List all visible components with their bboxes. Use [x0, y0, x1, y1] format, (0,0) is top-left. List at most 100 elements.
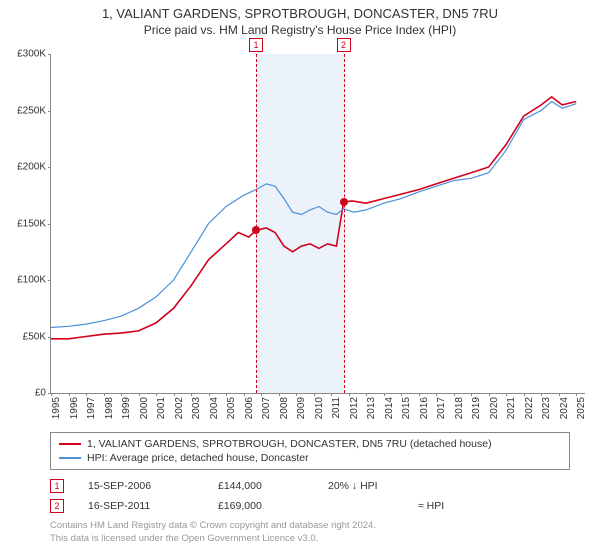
x-tick-label: 2005 [226, 397, 237, 419]
title-block: 1, VALIANT GARDENS, SPROTBROUGH, DONCAST… [0, 0, 600, 37]
marker-badge: 1 [50, 479, 64, 493]
title-main: 1, VALIANT GARDENS, SPROTBROUGH, DONCAST… [0, 6, 600, 21]
marker-badge: 2 [50, 499, 64, 513]
legend-swatch [59, 457, 81, 459]
marker-vline [256, 54, 257, 393]
x-tick-label: 1996 [69, 397, 80, 419]
chart-area: £0£50K£100K£150K£200K£250K£300K199519961… [50, 54, 585, 394]
x-tick-label: 2010 [314, 397, 325, 419]
x-tick-mark [261, 393, 262, 396]
marker-dot [252, 226, 260, 234]
legend-row: 1, VALIANT GARDENS, SPROTBROUGH, DONCAST… [59, 437, 561, 451]
series-hpi [51, 102, 576, 328]
marker-date: 16-SEP-2011 [88, 500, 218, 512]
legend-label: HPI: Average price, detached house, Donc… [87, 452, 309, 464]
footer-line: Contains HM Land Registry data © Crown c… [50, 520, 376, 533]
x-tick-label: 2015 [401, 397, 412, 419]
x-tick-label: 2025 [576, 397, 587, 419]
marker-price: £169,000 [218, 500, 328, 512]
footer-line: This data is licensed under the Open Gov… [50, 533, 376, 546]
x-tick-label: 2011 [331, 397, 342, 419]
x-tick-mark [86, 393, 87, 396]
x-tick-mark [296, 393, 297, 396]
y-tick-label: £300K [17, 49, 46, 60]
x-tick-mark [524, 393, 525, 396]
x-tick-mark [279, 393, 280, 396]
legend: 1, VALIANT GARDENS, SPROTBROUGH, DONCAST… [50, 432, 570, 470]
y-tick-label: £100K [17, 275, 46, 286]
x-tick-label: 2008 [279, 397, 290, 419]
x-tick-mark [191, 393, 192, 396]
marker-pct: 20% ↓ HPI [328, 480, 418, 492]
x-tick-label: 1995 [51, 397, 62, 419]
x-tick-label: 2013 [366, 397, 377, 419]
x-tick-mark [471, 393, 472, 396]
x-tick-label: 2021 [506, 397, 517, 419]
x-tick-label: 2018 [454, 397, 465, 419]
x-tick-mark [226, 393, 227, 396]
x-tick-mark [244, 393, 245, 396]
x-tick-mark [576, 393, 577, 396]
x-tick-label: 2024 [559, 397, 570, 419]
x-tick-mark [436, 393, 437, 396]
x-tick-label: 2000 [139, 397, 150, 419]
x-tick-mark [51, 393, 52, 396]
marker-row: 2 16-SEP-2011 £169,000 ≈ HPI [50, 496, 478, 516]
x-tick-label: 2020 [489, 397, 500, 419]
x-tick-label: 2023 [541, 397, 552, 419]
marker-date: 15-SEP-2006 [88, 480, 218, 492]
x-tick-label: 2022 [524, 397, 535, 419]
x-tick-label: 2009 [296, 397, 307, 419]
y-tick-label: £200K [17, 162, 46, 173]
x-tick-mark [419, 393, 420, 396]
x-tick-label: 2003 [191, 397, 202, 419]
x-tick-mark [209, 393, 210, 396]
marker-row: 1 15-SEP-2006 £144,000 20% ↓ HPI [50, 476, 478, 496]
title-sub: Price paid vs. HM Land Registry's House … [0, 23, 600, 37]
footer: Contains HM Land Registry data © Crown c… [50, 520, 376, 546]
x-tick-mark [156, 393, 157, 396]
x-tick-mark [384, 393, 385, 396]
marker-badge: 1 [249, 38, 263, 52]
y-tick-label: £150K [17, 218, 46, 229]
marker-badge: 2 [337, 38, 351, 52]
y-tick-label: £250K [17, 105, 46, 116]
chart-container: 1, VALIANT GARDENS, SPROTBROUGH, DONCAST… [0, 0, 600, 560]
x-tick-label: 1998 [104, 397, 115, 419]
y-tick-label: £50K [23, 331, 46, 342]
legend-swatch [59, 443, 81, 445]
x-tick-mark [506, 393, 507, 396]
x-tick-label: 2007 [261, 397, 272, 419]
x-tick-mark [454, 393, 455, 396]
marker-dot [340, 198, 348, 206]
x-tick-mark [314, 393, 315, 396]
x-tick-mark [541, 393, 542, 396]
x-tick-mark [401, 393, 402, 396]
line-layer [51, 54, 585, 393]
x-tick-label: 1997 [86, 397, 97, 419]
x-tick-label: 2017 [436, 397, 447, 419]
marker-price: £144,000 [218, 480, 328, 492]
x-tick-mark [349, 393, 350, 396]
marker-rel: ≈ HPI [418, 500, 478, 512]
x-tick-mark [559, 393, 560, 396]
legend-label: 1, VALIANT GARDENS, SPROTBROUGH, DONCAST… [87, 438, 492, 450]
x-tick-mark [104, 393, 105, 396]
x-tick-label: 2004 [209, 397, 220, 419]
x-tick-label: 2002 [174, 397, 185, 419]
marker-table: 1 15-SEP-2006 £144,000 20% ↓ HPI 2 16-SE… [50, 476, 478, 516]
marker-vline [344, 54, 345, 393]
x-tick-mark [121, 393, 122, 396]
x-tick-mark [366, 393, 367, 396]
y-tick-label: £0 [35, 388, 46, 399]
x-tick-label: 2019 [471, 397, 482, 419]
x-tick-label: 2016 [419, 397, 430, 419]
x-tick-label: 1999 [121, 397, 132, 419]
series-property [51, 97, 576, 339]
x-tick-mark [174, 393, 175, 396]
x-tick-mark [69, 393, 70, 396]
legend-row: HPI: Average price, detached house, Donc… [59, 451, 561, 465]
x-tick-label: 2001 [156, 397, 167, 419]
x-tick-label: 2006 [244, 397, 255, 419]
x-tick-label: 2014 [384, 397, 395, 419]
